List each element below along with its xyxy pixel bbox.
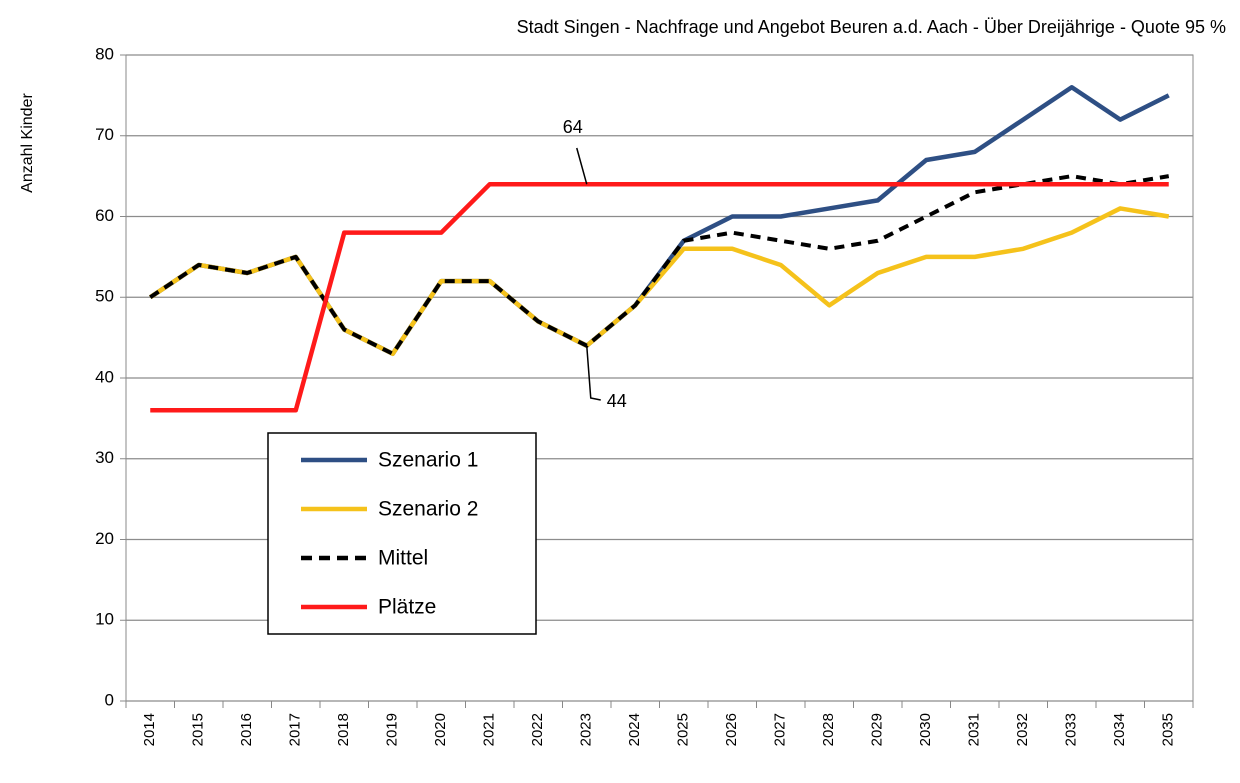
series-line [150,181,1169,413]
legend-label: Szenario 2 [378,498,478,521]
x-tick-label: 2033 [1063,713,1080,746]
x-tick-label: 2017 [287,713,304,746]
y-tick-label: 20 [95,529,114,548]
x-tick-label: 2034 [1111,713,1128,746]
x-tick-label: 2028 [820,713,837,746]
y-axis-label: Anzahl Kinder [19,93,36,193]
annotation: 64 [563,117,583,137]
x-tick-label: 2031 [966,713,983,746]
leader-line [576,147,588,185]
y-tick-label: 50 [95,287,114,306]
legend: Szenario 1 Szenario 2 Mittel Plätze [267,432,537,635]
x-tick-label: 2015 [190,713,207,746]
x-tick-label: 2023 [578,713,595,746]
x-tick-label: 2020 [432,713,449,746]
y-tick-label: 60 [95,206,114,225]
y-tick-label: 10 [95,610,114,629]
chart-title: Stadt Singen - Nachfrage und Angebot Beu… [517,17,1226,37]
series-line [149,206,1170,357]
x-tick-label: 2035 [1160,713,1177,746]
x-tick-label: 2024 [626,713,643,746]
legend-label: Mittel [378,547,428,570]
legend-label: Plätze [378,596,436,619]
x-tick-label: 2022 [529,713,546,746]
leader-line [586,345,601,401]
x-tick-label: 2019 [384,713,401,746]
x-tick-label: 2014 [141,713,158,746]
x-tick-label: 2029 [869,713,886,746]
legend-box [267,432,537,635]
x-tick-label: 2016 [238,713,255,746]
y-tick-label: 30 [95,448,114,467]
x-tick-label: 2021 [481,713,498,746]
y-tick-label: 80 [95,44,114,63]
y-tick-label: 0 [105,690,114,709]
x-tick-label: 2027 [772,713,789,746]
x-tick-label: 2030 [917,713,934,746]
legend-label: Szenario 1 [378,449,478,472]
series-line [149,174,1170,356]
x-tick-label: 2032 [1014,713,1031,746]
y-tick-label: 40 [95,367,114,386]
x-tick-label: 2018 [335,713,352,746]
x-tick-label: 2025 [675,713,692,746]
x-tick-label: 2026 [723,713,740,746]
y-tick-label: 70 [95,125,114,144]
annotation: 44 [607,391,627,411]
